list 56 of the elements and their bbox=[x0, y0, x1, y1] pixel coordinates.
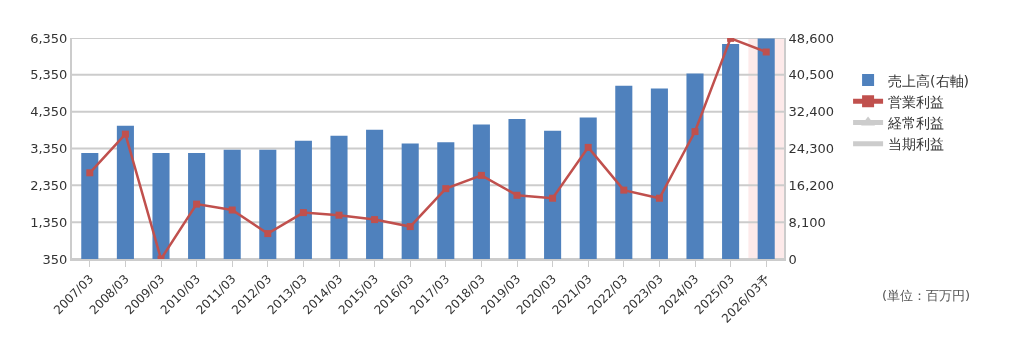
bar bbox=[650, 88, 668, 259]
bar bbox=[223, 149, 241, 259]
point bbox=[584, 143, 592, 151]
y-tick-label: 3,350 bbox=[30, 141, 68, 157]
bar bbox=[294, 140, 312, 259]
point bbox=[655, 194, 663, 202]
bar bbox=[259, 149, 277, 259]
point bbox=[549, 194, 557, 202]
point bbox=[762, 48, 770, 56]
point bbox=[86, 169, 94, 177]
point bbox=[264, 230, 272, 238]
point bbox=[513, 191, 521, 199]
y-tick-label: 350 bbox=[42, 251, 68, 267]
bar bbox=[81, 153, 99, 259]
bar bbox=[437, 142, 455, 259]
bar bbox=[152, 153, 170, 259]
point bbox=[442, 185, 450, 193]
legend-label: 経常利益 bbox=[887, 114, 945, 131]
bar bbox=[579, 117, 597, 259]
point bbox=[121, 130, 129, 138]
legend-label: 売上高(右軸) bbox=[888, 72, 970, 89]
bar bbox=[508, 118, 526, 259]
y2-tick-label: 0 bbox=[788, 251, 797, 267]
y2-tick-label: 40,500 bbox=[788, 67, 835, 83]
y2-tick-label: 16,200 bbox=[788, 177, 835, 193]
y2-tick-label: 24,300 bbox=[788, 141, 835, 157]
bar bbox=[366, 129, 384, 259]
y-tick-label: 1,350 bbox=[30, 214, 68, 230]
y-tick-label: 5,350 bbox=[30, 67, 68, 83]
y-tick-label: 6,350 bbox=[30, 30, 68, 46]
legend-label: 当期利益 bbox=[888, 136, 945, 153]
text: (単位：百万円) bbox=[882, 288, 971, 303]
y2-tick-label: 8,100 bbox=[788, 214, 826, 230]
point bbox=[193, 200, 201, 208]
bar bbox=[330, 135, 348, 259]
point bbox=[477, 171, 485, 179]
y-tick-label: 4,350 bbox=[30, 104, 68, 120]
bar bbox=[722, 43, 740, 259]
point bbox=[620, 186, 628, 194]
bar bbox=[544, 130, 562, 259]
bar bbox=[401, 143, 419, 259]
y2-tick-label: 32,400 bbox=[788, 104, 835, 120]
point bbox=[406, 223, 414, 231]
point bbox=[335, 211, 343, 219]
bar bbox=[472, 124, 490, 259]
y2-tick-label: 48,600 bbox=[788, 30, 835, 46]
point bbox=[228, 206, 236, 214]
bar bbox=[116, 125, 134, 259]
point bbox=[691, 128, 699, 136]
legend-label: 営業利益 bbox=[888, 93, 945, 110]
point bbox=[299, 209, 307, 217]
point bbox=[371, 216, 379, 224]
y-tick-label: 2,350 bbox=[30, 177, 68, 193]
bar bbox=[188, 153, 206, 259]
bar bbox=[686, 73, 704, 259]
bar bbox=[615, 85, 633, 259]
